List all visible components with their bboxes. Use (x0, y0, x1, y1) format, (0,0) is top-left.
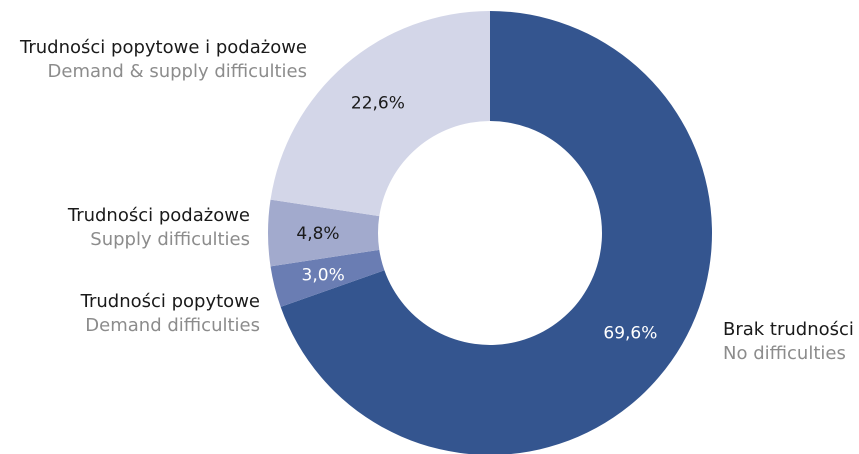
category-label-demand-pl: Trudności popytowe (80, 291, 260, 312)
slice-value-label: 69,6% (603, 323, 657, 343)
donut-slice (270, 11, 490, 217)
category-label-supply-pl: Trudności podażowe (67, 205, 250, 226)
category-label-none-pl: Brak trudności (723, 319, 854, 340)
donut-slices (268, 11, 712, 454)
category-label-supply-en: Supply difficulties (90, 229, 250, 250)
category-label-none-en: No difficulties (723, 343, 846, 364)
slice-value-label: 3,0% (302, 266, 345, 286)
slice-value-label: 22,6% (351, 94, 405, 114)
category-label-demand-supply-pl: Trudności popytowe i podażowe (19, 37, 307, 58)
donut-slice (268, 199, 380, 267)
percentage-labels: 69,6% 3,0% 4,8% 22,6% (296, 94, 657, 344)
donut-slice (280, 11, 712, 454)
donut-slice (270, 249, 385, 307)
category-label-demand-en: Demand difficulties (85, 315, 260, 336)
slice-value-label: 4,8% (296, 224, 339, 244)
category-label-demand-supply-en: Demand & supply difficulties (48, 61, 307, 82)
